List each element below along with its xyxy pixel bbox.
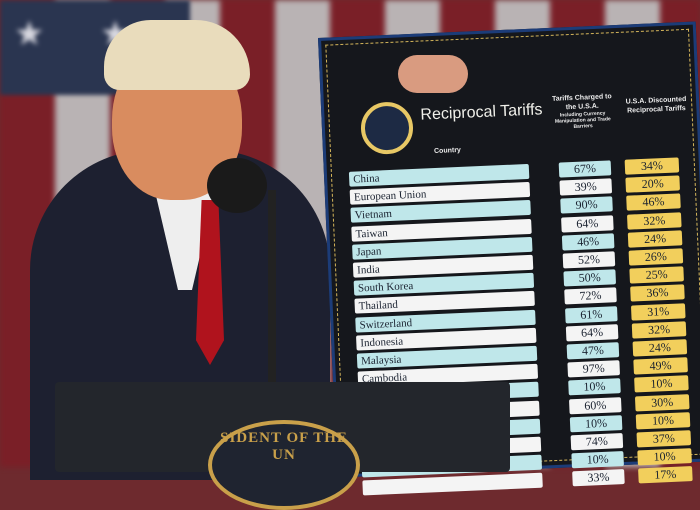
microphone-stand	[268, 190, 276, 390]
charged-cell: 47%	[566, 342, 620, 360]
charged-header: Tariffs Charged to the U.S.A. Including C…	[550, 92, 616, 131]
discounted-header: U.S.A. Discounted Reciprocal Tariffs	[625, 95, 687, 115]
charged-cell: 60%	[568, 396, 622, 414]
discounted-cell: 49%	[633, 357, 688, 375]
red-tie	[196, 200, 224, 365]
charged-cell: 72%	[564, 287, 617, 305]
charged-cell: 50%	[563, 269, 617, 287]
board-title: Reciprocal Tariffs	[420, 101, 543, 124]
charged-cell: 74%	[570, 433, 624, 451]
star-icon: ★	[14, 15, 45, 53]
charged-cell: 97%	[567, 360, 621, 378]
discounted-cell: 25%	[629, 266, 684, 284]
charged-cell: 90%	[560, 196, 613, 214]
discounted-cell: 10%	[637, 448, 692, 466]
charged-header-sub: Including Currency Manipulation and Trad…	[554, 110, 611, 130]
discounted-cell: 17%	[638, 466, 693, 484]
discounted-cell: 10%	[635, 411, 691, 430]
charged-cell: 33%	[572, 469, 625, 487]
speaker-hair	[104, 20, 250, 90]
discounted-cell: 20%	[625, 175, 680, 193]
hand	[398, 55, 468, 93]
charged-cell: 67%	[558, 160, 612, 178]
discounted-cell: 46%	[626, 193, 681, 212]
podium-seal: SIDENT OF THE UN	[208, 420, 360, 510]
discounted-cell: 31%	[630, 302, 686, 321]
discounted-cell: 32%	[631, 321, 687, 339]
charged-cell: 46%	[561, 233, 615, 251]
discounted-cell: 34%	[624, 157, 680, 175]
charged-cell: 10%	[568, 378, 621, 396]
microphone-icon	[207, 158, 267, 213]
charged-cell: 10%	[571, 451, 624, 469]
discounted-cell: 24%	[627, 230, 683, 248]
discounted-cell: 24%	[632, 339, 688, 357]
discounted-cell: 26%	[628, 248, 684, 266]
discounted-cell: 36%	[630, 284, 685, 302]
discounted-cell: 32%	[626, 211, 682, 230]
discounted-cell: 37%	[636, 430, 692, 448]
charged-header-text: Tariffs Charged to the U.S.A.	[551, 93, 612, 112]
charged-cell: 61%	[565, 305, 618, 324]
charged-cell: 64%	[561, 214, 614, 233]
charged-cell: 64%	[565, 323, 619, 342]
charged-cell: 52%	[562, 251, 616, 269]
charged-cell: 39%	[559, 178, 613, 196]
country-header: Country	[433, 146, 462, 156]
presidential-seal-icon	[359, 100, 415, 156]
charged-cell: 10%	[569, 414, 623, 433]
discounted-cell: 30%	[634, 393, 690, 412]
discounted-cell: 10%	[634, 375, 689, 393]
